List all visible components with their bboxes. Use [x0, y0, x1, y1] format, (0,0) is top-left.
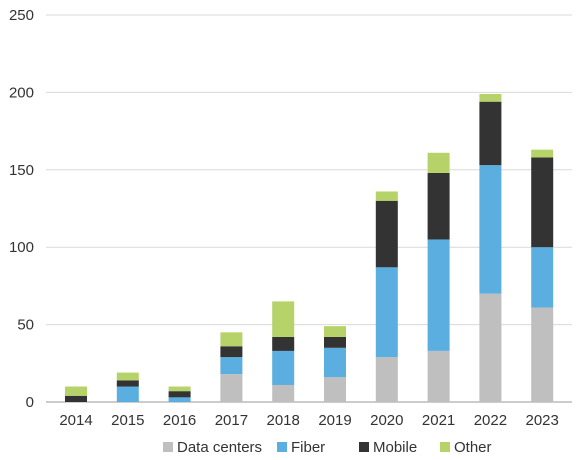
bar-data-centers [531, 307, 554, 402]
bar-other [324, 326, 346, 337]
bar-fiber [220, 357, 243, 375]
x-tick-label: 2016 [163, 412, 196, 429]
bar-other [116, 372, 139, 381]
bar-other [65, 386, 87, 396]
bar-mobile [479, 101, 502, 166]
legend-swatch [440, 442, 450, 452]
legend-label: Data centers [177, 439, 262, 456]
x-axis-tick-labels: 2014 2015 2016 2017 2018 2019 2020 2021 2022 2023 [59, 412, 559, 429]
bar-mobile [272, 336, 295, 351]
bar-data-centers [479, 293, 502, 402]
bar-mobile [220, 346, 243, 358]
bar-fiber [116, 386, 139, 402]
y-axis-tick-labels: 0 50 100 150 200 250 [9, 7, 34, 411]
legend-item-fiber: Fiber [277, 439, 325, 456]
bar-mobile [168, 391, 191, 398]
bar-other [272, 301, 295, 337]
bars [65, 93, 554, 402]
bar-mobile [116, 380, 139, 387]
x-tick-label: 2014 [59, 412, 92, 429]
x-tick-label: 2023 [526, 412, 559, 429]
bar-other [479, 93, 502, 102]
bar-data-centers [220, 374, 243, 402]
x-tick-label: 2019 [318, 412, 351, 429]
y-tick-label: 100 [9, 239, 34, 256]
legend-label: Mobile [373, 439, 417, 456]
x-tick-label: 2015 [111, 412, 144, 429]
y-tick-label: 200 [9, 84, 34, 101]
bar-other [427, 152, 450, 173]
legend-label: Other [454, 439, 492, 456]
bar-other [531, 149, 554, 158]
x-tick-label: 2018 [267, 412, 300, 429]
bar-mobile [65, 395, 87, 402]
legend-label: Fiber [291, 439, 325, 456]
y-tick-label: 50 [17, 317, 34, 334]
bar-other [168, 386, 191, 392]
bar-fiber [531, 247, 554, 308]
bar-data-centers [324, 377, 346, 402]
bar-data-centers [272, 384, 295, 402]
bar-mobile [531, 157, 554, 248]
y-tick-label: 150 [9, 162, 34, 179]
legend-item-other: Other [440, 439, 492, 456]
bar-fiber [324, 347, 346, 378]
bar-fiber [427, 239, 450, 351]
bar-data-centers [427, 350, 450, 402]
legend-swatch [277, 442, 287, 452]
x-tick-label: 2017 [215, 412, 248, 429]
bar-fiber [479, 165, 502, 294]
bar-fiber [272, 350, 295, 385]
x-tick-label: 2020 [370, 412, 403, 429]
legend-swatch [359, 442, 369, 452]
legend-item-data-centers: Data centers [163, 439, 262, 456]
bar-fiber [375, 267, 398, 358]
legend-item-mobile: Mobile [359, 439, 417, 456]
x-tick-label: 2021 [422, 412, 455, 429]
legend: Data centers Fiber Mobile Other [163, 439, 492, 456]
bar-mobile [324, 336, 346, 348]
bar-data-centers [375, 357, 398, 402]
y-tick-label: 250 [9, 7, 34, 24]
legend-swatch [163, 442, 173, 452]
bar-mobile [427, 172, 450, 240]
bar-mobile [375, 200, 398, 268]
y-tick-label: 0 [26, 394, 34, 411]
bar-other [375, 191, 398, 201]
bar-other [220, 332, 243, 347]
bar-fiber [168, 397, 191, 402]
x-tick-label: 2022 [474, 412, 507, 429]
